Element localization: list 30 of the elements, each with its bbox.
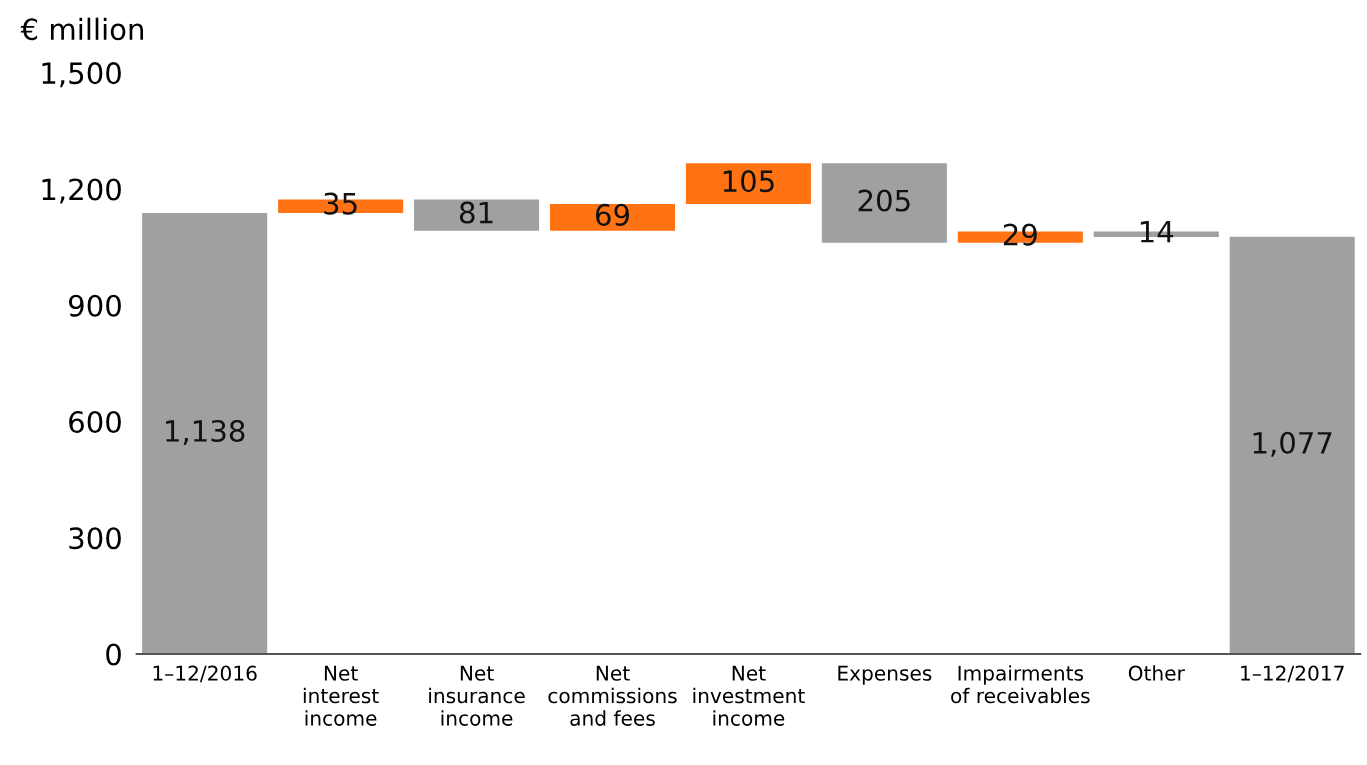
y-tick-label: 0	[106, 643, 121, 666]
x-tick-label: 1–12/2017	[1241, 665, 1344, 683]
y-tick-label: 600	[69, 410, 121, 434]
x-tick-label: 1–12/2016	[153, 665, 257, 683]
bar	[142, 212, 268, 655]
x-tick-label: Net investment income	[693, 665, 805, 726]
data-label: 105	[723, 170, 774, 193]
x-tick-label: Net commissions and fees	[548, 665, 677, 726]
data-label: 205	[858, 189, 910, 212]
data-label: 81	[459, 201, 493, 224]
bar	[414, 199, 540, 231]
y-tick-label: 300	[69, 527, 121, 550]
bar	[685, 163, 811, 205]
bar	[821, 163, 947, 243]
data-label: 1,077	[1253, 431, 1332, 457]
x-tick-label: Net insurance income	[429, 665, 525, 726]
x-tick-label: Impairments of receivables	[951, 665, 1090, 704]
bar	[1229, 236, 1355, 655]
bar	[549, 204, 676, 231]
y-axis-title: € million	[20, 17, 144, 41]
y-tick-label: 900	[68, 294, 121, 317]
data-label: 69	[595, 203, 629, 226]
data-label: 35	[324, 192, 357, 215]
x-tick-label: Other	[1128, 665, 1185, 681]
y-tick-label: 1,500	[42, 62, 121, 88]
data-label: 1,138	[166, 419, 245, 445]
y-tick-label: 1,200	[42, 178, 121, 204]
x-tick-label: Expenses	[838, 665, 932, 685]
data-label: 14	[1140, 221, 1174, 243]
x-tick-label: Net interest income	[303, 665, 379, 726]
